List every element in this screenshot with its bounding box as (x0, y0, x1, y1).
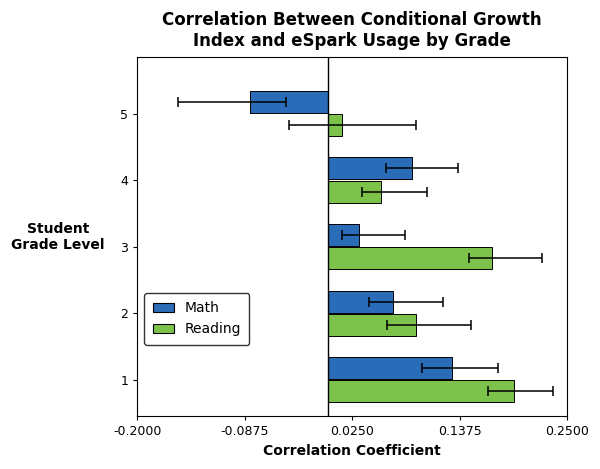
Legend: Math, Reading: Math, Reading (145, 293, 250, 345)
Bar (250, 91, 328, 113)
Y-axis label: Student
Grade Level: Student Grade Level (11, 221, 104, 252)
Bar (328, 247, 493, 269)
Bar (328, 291, 393, 312)
Bar (328, 357, 452, 379)
Bar (328, 181, 381, 203)
Title: Correlation Between Conditional Growth
Index and eSpark Usage by Grade: Correlation Between Conditional Growth I… (163, 11, 542, 50)
X-axis label: Correlation Coefficient: Correlation Coefficient (263, 444, 441, 458)
Bar (328, 158, 412, 180)
Bar (328, 224, 359, 246)
Bar (328, 380, 514, 402)
Bar (328, 114, 341, 136)
Bar (328, 314, 416, 336)
